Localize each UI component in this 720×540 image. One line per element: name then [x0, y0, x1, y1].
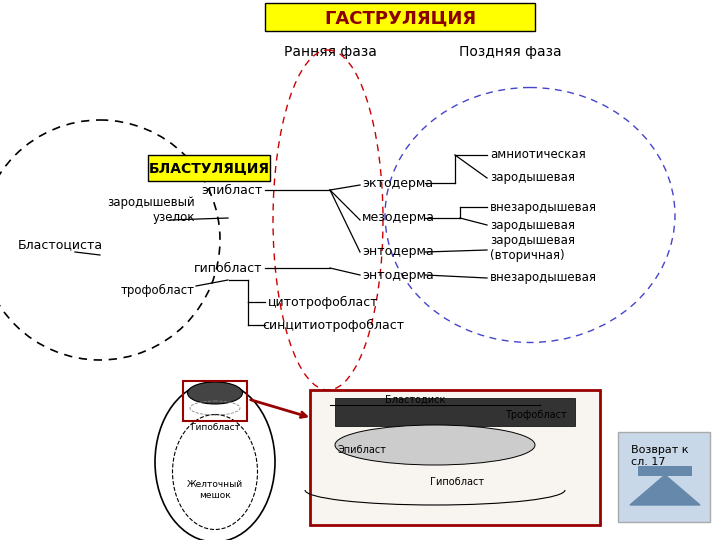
Text: амниотическая: амниотическая	[490, 148, 586, 161]
Text: эпибласт: эпибласт	[201, 184, 262, 197]
Text: зародышевая: зародышевая	[490, 219, 575, 232]
Text: Гипобласт: Гипобласт	[430, 477, 484, 487]
Ellipse shape	[187, 382, 243, 404]
Bar	[265, 3, 535, 31]
Text: Трофобласт: Трофобласт	[505, 410, 567, 420]
Bar	[183, 381, 247, 421]
Bar	[310, 390, 600, 525]
Ellipse shape	[335, 425, 535, 465]
Bar	[148, 155, 270, 181]
Text: синцитиотрофобласт: синцитиотрофобласт	[262, 319, 404, 332]
Text: гипобласт: гипобласт	[194, 261, 262, 274]
Text: Бластоциста: Бластоциста	[18, 239, 103, 252]
Text: Возврат к
сл. 17: Возврат к сл. 17	[631, 445, 688, 467]
Text: мезодерма: мезодерма	[362, 212, 435, 225]
Text: внезародышевая: внезародышевая	[490, 272, 597, 285]
Text: Гипобласт: Гипобласт	[190, 422, 240, 431]
Bar	[335, 398, 575, 426]
Bar	[618, 432, 710, 522]
Text: Эпибласт: Эпибласт	[338, 445, 387, 455]
Bar	[638, 466, 692, 476]
Text: БЛАСТУЛЯЦИЯ: БЛАСТУЛЯЦИЯ	[148, 161, 269, 175]
Text: Желточный
мешок: Желточный мешок	[187, 480, 243, 500]
Polygon shape	[630, 475, 700, 505]
Text: эктодерма: эктодерма	[362, 177, 433, 190]
Text: внезародышевая: внезародышевая	[490, 200, 597, 213]
Text: Бластодиск: Бластодиск	[384, 395, 445, 405]
Text: трофобласт: трофобласт	[121, 284, 195, 296]
Text: Поздняя фаза: Поздняя фаза	[459, 45, 562, 59]
Text: энтодерма: энтодерма	[362, 268, 433, 281]
Text: ГАСТРУЛЯЦИЯ: ГАСТРУЛЯЦИЯ	[324, 10, 476, 28]
Text: Ранняя фаза: Ранняя фаза	[284, 45, 377, 59]
Text: зародышевая: зародышевая	[490, 172, 575, 185]
Text: зародышевая
(вторичная): зародышевая (вторичная)	[490, 234, 575, 262]
Text: цитотрофобласт: цитотрофобласт	[268, 295, 379, 308]
Text: энтодерма: энтодерма	[362, 246, 433, 259]
Text: зародышевый
узелок: зародышевый узелок	[107, 196, 195, 224]
